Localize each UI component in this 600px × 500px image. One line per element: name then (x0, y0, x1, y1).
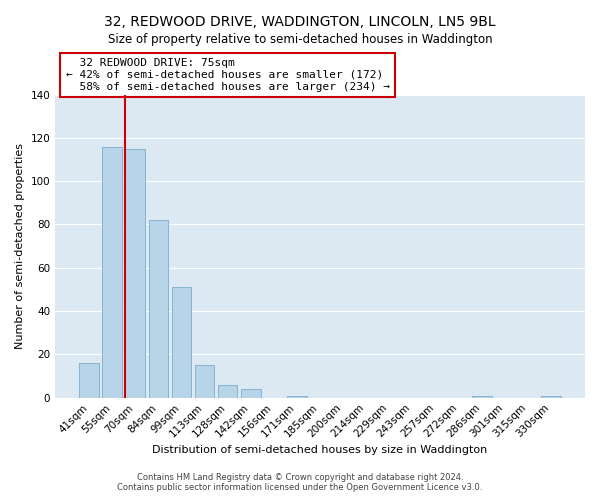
Text: 32 REDWOOD DRIVE: 75sqm
← 42% of semi-detached houses are smaller (172)
  58% of: 32 REDWOOD DRIVE: 75sqm ← 42% of semi-de… (66, 58, 390, 92)
X-axis label: Distribution of semi-detached houses by size in Waddington: Distribution of semi-detached houses by … (152, 445, 488, 455)
Bar (79, 363, 99, 398)
Text: 32, REDWOOD DRIVE, WADDINGTON, LINCOLN, LN5 9BL: 32, REDWOOD DRIVE, WADDINGTON, LINCOLN, … (104, 15, 496, 29)
Bar (103, 146, 122, 398)
Text: Contains HM Land Registry data © Crown copyright and database right 2024.
Contai: Contains HM Land Registry data © Crown c… (118, 473, 482, 492)
Bar (172, 288, 191, 398)
Bar (541, 396, 561, 398)
Bar (218, 384, 238, 398)
Bar (241, 389, 260, 398)
Text: Size of property relative to semi-detached houses in Waddington: Size of property relative to semi-detach… (107, 32, 493, 46)
Y-axis label: Number of semi-detached properties: Number of semi-detached properties (15, 143, 25, 349)
Bar (472, 396, 491, 398)
Bar (125, 148, 145, 398)
Bar (195, 365, 214, 398)
Bar (149, 220, 168, 398)
Bar (287, 396, 307, 398)
